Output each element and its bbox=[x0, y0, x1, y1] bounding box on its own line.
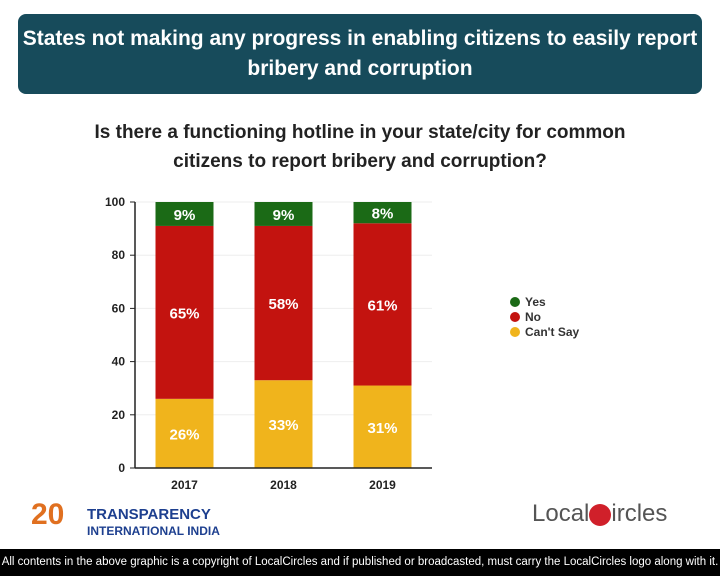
stacked-bar-chart: 0 20 40 60 80 100 26% 65% 9% 2017 33% 58% 9% 2018 31% 6… bbox=[105, 195, 432, 492]
bar-segment bbox=[353, 202, 412, 224]
legend-swatch bbox=[510, 311, 520, 322]
data-label: 9% bbox=[273, 207, 295, 224]
y-tick-label: 20 bbox=[112, 408, 126, 422]
data-label: 65% bbox=[169, 305, 199, 322]
legend-label: Yes bbox=[525, 294, 546, 309]
legend-label: Can't Say bbox=[525, 324, 580, 339]
bar-segment bbox=[155, 398, 214, 468]
legend-swatch bbox=[510, 326, 520, 337]
data-label: 9% bbox=[174, 207, 196, 224]
legend-label: No bbox=[525, 309, 541, 324]
data-label: 33% bbox=[268, 417, 298, 434]
x-tick-label: 2019 bbox=[369, 478, 396, 492]
chart-question: Is there a functioning hotline in your s… bbox=[94, 122, 626, 172]
legend-item: Yes bbox=[510, 294, 579, 309]
y-tick-label: 60 bbox=[112, 301, 126, 315]
legend: Yes No Can't Say bbox=[510, 294, 579, 339]
x-tick-label: 2018 bbox=[270, 478, 297, 492]
bar-segment bbox=[254, 202, 313, 226]
y-tick-label: 100 bbox=[105, 195, 125, 209]
bar-segment bbox=[353, 385, 412, 468]
x-tick-label: 2017 bbox=[171, 478, 198, 492]
y-tick-label: 40 bbox=[112, 355, 126, 369]
legend-item: Can't Say bbox=[510, 324, 579, 339]
bar-segment bbox=[353, 223, 412, 386]
data-label: 31% bbox=[367, 420, 397, 437]
bar-segment bbox=[155, 202, 214, 226]
data-label: 26% bbox=[169, 426, 199, 443]
y-tick-label: 80 bbox=[112, 248, 126, 262]
data-label: 58% bbox=[268, 296, 298, 313]
bar-segment bbox=[254, 380, 313, 468]
y-tick-label: 0 bbox=[118, 461, 125, 475]
data-label: 8% bbox=[372, 206, 394, 223]
bar-segment bbox=[254, 225, 313, 381]
legend-swatch bbox=[510, 296, 520, 307]
title-banner: States not making any progress in enabli… bbox=[18, 14, 702, 94]
title: States not making any progress in enabli… bbox=[22, 27, 698, 80]
copyright-footer: All contents in the above graphic is a c… bbox=[0, 549, 720, 576]
bar-segment bbox=[155, 225, 214, 399]
legend-item: No bbox=[510, 309, 579, 324]
data-label: 61% bbox=[367, 297, 397, 314]
localcircles-logo: Local ircles bbox=[532, 500, 668, 527]
